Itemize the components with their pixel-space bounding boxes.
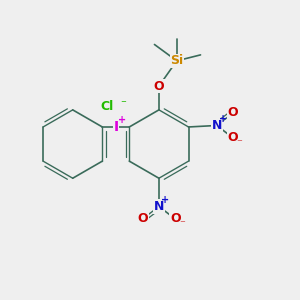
Text: +: + [219,114,227,124]
Text: Si: Si [170,54,183,67]
Text: O: O [154,80,164,93]
Text: N: N [154,200,164,213]
Text: O: O [137,212,148,226]
Text: ⁻: ⁻ [237,138,243,148]
Text: ⁻: ⁻ [179,219,185,229]
Text: ⁻: ⁻ [120,100,126,110]
Text: +: + [161,195,169,205]
Text: I: I [113,120,119,134]
Text: N: N [212,119,222,132]
Text: Cl: Cl [100,100,113,113]
Text: +: + [118,116,126,125]
Text: O: O [228,106,238,119]
Text: O: O [170,212,181,226]
Text: O: O [228,131,238,145]
